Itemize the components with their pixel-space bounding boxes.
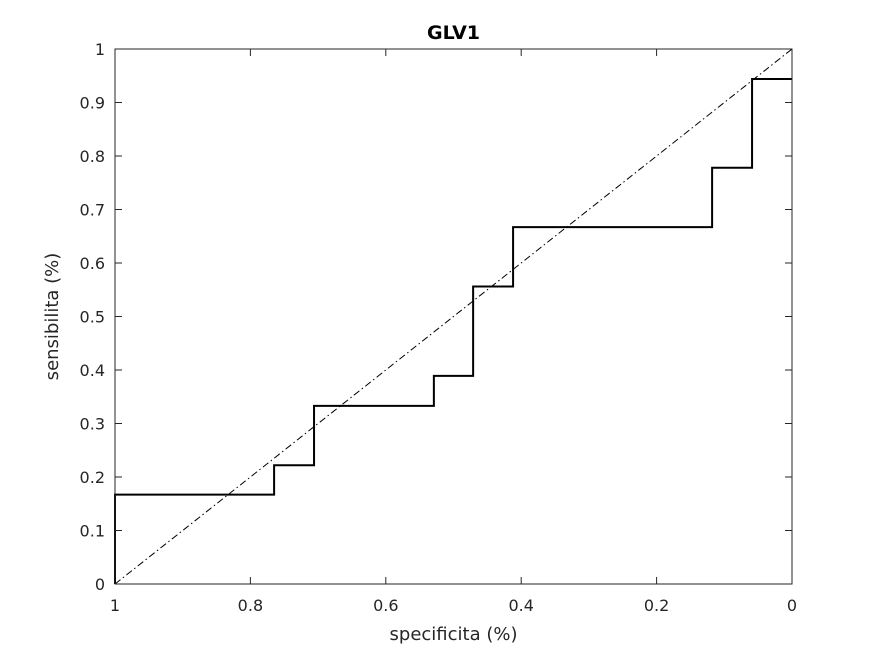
y-tick-label: 0.3 [80,415,105,434]
y-tick-label: 1 [95,40,105,59]
chart-title: GLV1 [427,22,480,44]
y-tick-label: 0.4 [80,361,105,380]
y-axis-ticks: 0 0.1 0.2 0.3 0.4 0.5 0.6 0.7 0.8 0.9 1 [80,40,792,594]
x-tick-label: 0 [787,596,797,615]
y-tick-label: 0 [95,575,105,594]
y-axis-label: sensibilita (%) [42,253,63,381]
x-tick-label: 1 [110,596,120,615]
x-axis-label: specificita (%) [390,624,518,645]
y-tick-label: 0.8 [80,147,105,166]
y-tick-label: 0.2 [80,468,105,487]
x-axis-ticks: 1 0.8 0.6 0.4 0.2 0 [110,49,797,615]
x-tick-label: 0.6 [373,596,398,615]
y-tick-label: 0.1 [80,522,105,541]
chance-diagonal-line [114,48,793,585]
x-tick-label: 0.2 [644,596,669,615]
roc-curve-line [114,77,792,584]
series-layer [114,48,793,585]
y-tick-label: 0.5 [80,308,105,327]
y-tick-label: 0.9 [80,94,105,113]
x-tick-label: 0.8 [238,596,263,615]
y-tick-label: 0.6 [80,254,105,273]
x-tick-label: 0.4 [508,596,533,615]
y-tick-label: 0.7 [80,201,105,220]
